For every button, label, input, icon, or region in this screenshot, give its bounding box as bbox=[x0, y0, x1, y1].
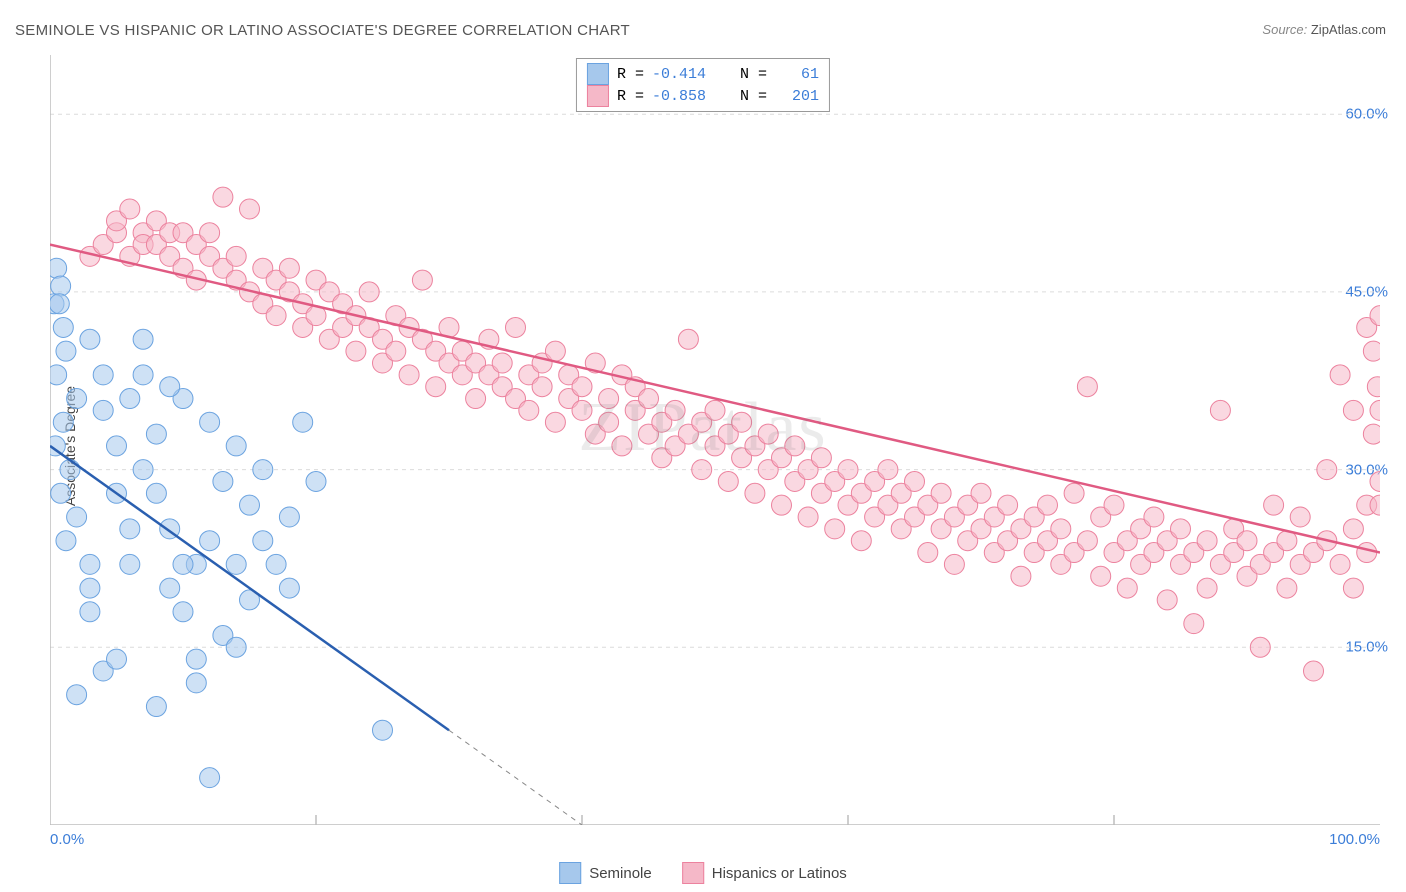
chart-container: SEMINOLE VS HISPANIC OR LATINO ASSOCIATE… bbox=[0, 0, 1406, 892]
legend-row-seminole: R = -0.414 N = 61 bbox=[587, 63, 819, 85]
n-value-hispanic: 201 bbox=[792, 88, 819, 105]
source-attribution: Source: ZipAtlas.com bbox=[1262, 22, 1386, 37]
series-legend: Seminole Hispanics or Latinos bbox=[559, 862, 847, 884]
legend-item-seminole: Seminole bbox=[559, 862, 652, 884]
n-label: N = bbox=[740, 88, 767, 105]
swatch-seminole-bottom bbox=[559, 862, 581, 884]
scatter-chart bbox=[50, 55, 1380, 825]
legend-label-seminole: Seminole bbox=[589, 865, 652, 882]
r-label: R = bbox=[617, 66, 644, 83]
swatch-seminole bbox=[587, 63, 609, 85]
n-value-seminole: 61 bbox=[792, 66, 819, 83]
legend-row-hispanic: R = -0.858 N = 201 bbox=[587, 85, 819, 107]
correlation-legend: R = -0.414 N = 61 R = -0.858 N = 201 bbox=[576, 58, 830, 112]
r-label: R = bbox=[617, 88, 644, 105]
chart-title: SEMINOLE VS HISPANIC OR LATINO ASSOCIATE… bbox=[15, 22, 630, 39]
r-value-seminole: -0.414 bbox=[652, 66, 706, 83]
r-value-hispanic: -0.858 bbox=[652, 88, 706, 105]
source-label: Source: bbox=[1262, 22, 1307, 37]
swatch-hispanic bbox=[587, 85, 609, 107]
x-tick-left: 0.0% bbox=[50, 831, 84, 848]
source-value: ZipAtlas.com bbox=[1311, 22, 1386, 37]
swatch-hispanic-bottom bbox=[682, 862, 704, 884]
x-tick-right: 100.0% bbox=[1329, 831, 1380, 848]
legend-item-hispanic: Hispanics or Latinos bbox=[682, 862, 847, 884]
legend-label-hispanic: Hispanics or Latinos bbox=[712, 865, 847, 882]
n-label: N = bbox=[740, 66, 767, 83]
